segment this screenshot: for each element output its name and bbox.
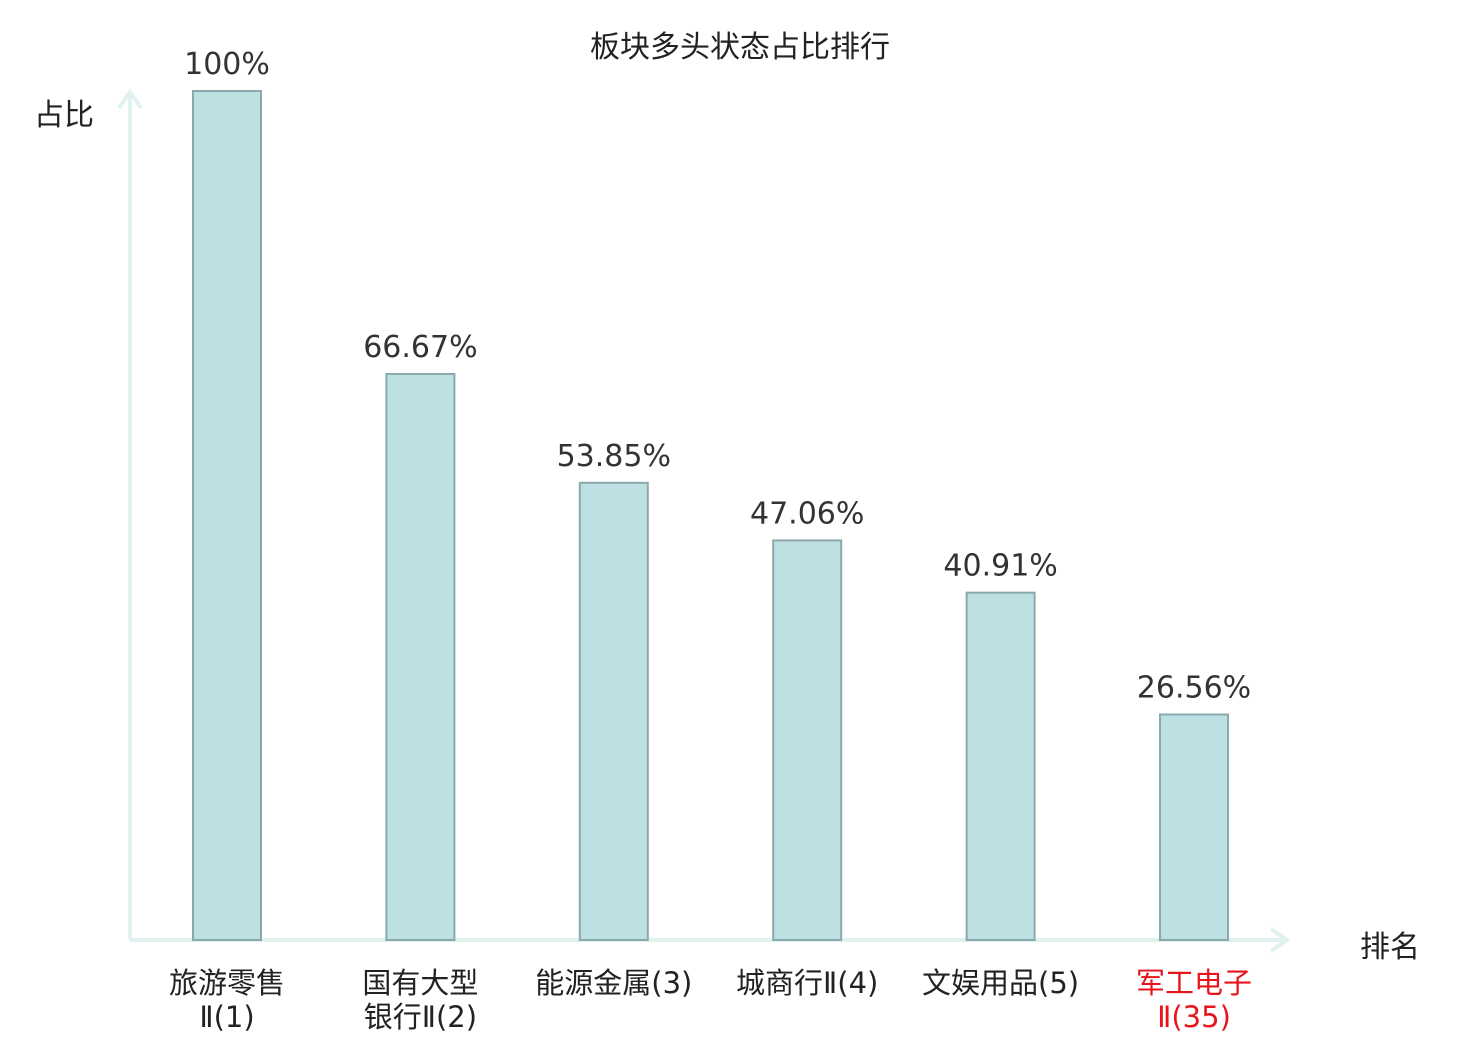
value-label: 26.56%	[1137, 671, 1251, 706]
category-label: 城商行Ⅱ(4)	[736, 966, 878, 1000]
axes	[117, 88, 1291, 953]
value-labels: 100% 66.67% 53.85% 47.06% 40.91% 26.56%	[184, 47, 1251, 706]
bar	[772, 539, 843, 941]
bar	[385, 372, 456, 942]
category-label: 国有大型	[362, 966, 478, 1000]
value-label: 47.06%	[750, 496, 864, 531]
x-axis-label: 排名	[1360, 930, 1420, 965]
value-label: 53.85%	[557, 439, 671, 474]
category-label: Ⅱ(1)	[199, 1000, 254, 1034]
bars	[192, 90, 1229, 942]
category-label: 银行Ⅱ(2)	[364, 1000, 477, 1034]
bar	[965, 591, 1036, 941]
category-label: 旅游零售	[169, 966, 285, 1000]
value-label: 40.91%	[943, 549, 1057, 584]
category-label: 军工电子	[1136, 966, 1252, 1000]
category-label: Ⅱ(35)	[1157, 1000, 1231, 1034]
value-label: 66.67%	[363, 330, 477, 365]
y-axis-label: 占比	[34, 98, 94, 133]
y-axis-arrow	[117, 88, 143, 110]
bar	[578, 481, 649, 941]
value-label: 100%	[184, 47, 270, 82]
category-label: 能源金属(3)	[535, 966, 692, 1000]
bar	[1159, 713, 1229, 942]
x-axis-arrow	[1269, 927, 1291, 953]
chart-title: 板块多头状态占比排行	[590, 30, 890, 65]
category-label: 文娱用品(5)	[922, 966, 1079, 1000]
bar	[192, 90, 262, 941]
